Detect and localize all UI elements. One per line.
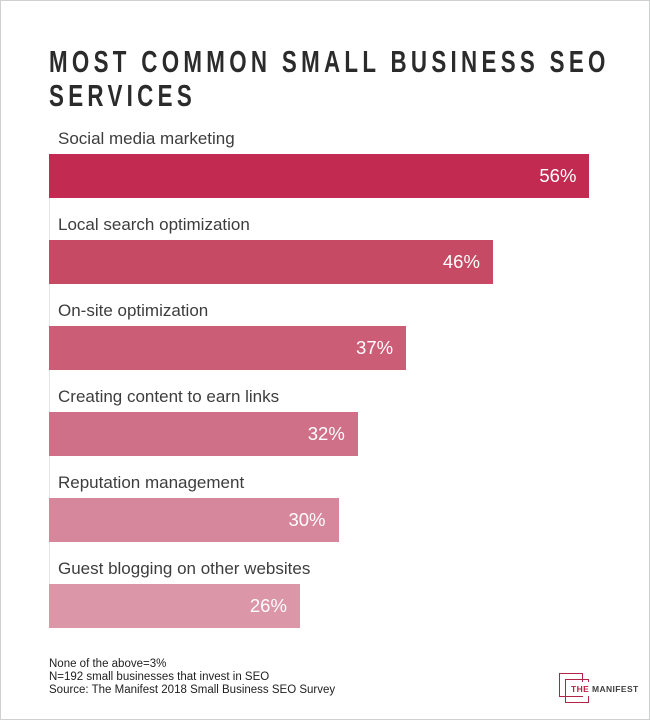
bar-row: Social media marketing 56% [49, 129, 601, 198]
logo-word-manifest: MANIFEST [591, 684, 639, 694]
bar-value-label: 37% [356, 337, 394, 358]
bar: 46% [49, 240, 493, 284]
bar-value-label: 26% [249, 595, 287, 616]
bar-row: Reputation management 30% [49, 473, 601, 542]
bar-label: Social media marketing [58, 129, 235, 148]
bar: 56% [49, 154, 590, 198]
bar-label: Reputation management [58, 473, 245, 492]
bar-value-label: 30% [288, 509, 326, 530]
header: MOST COMMON SMALL BUSINESS SEO SERVICES [49, 44, 610, 113]
bar-label: On-site optimization [58, 301, 209, 320]
logo-wordmark: THE MANIFEST [569, 682, 641, 696]
bar-row: Creating content to earn links 32% [49, 387, 601, 456]
bar: 32% [49, 412, 358, 456]
logo-word-the: THE [571, 684, 590, 694]
bar: 30% [49, 498, 339, 542]
footnote-source: Source: The Manifest 2018 Small Business… [49, 684, 336, 696]
bar-value-label: 46% [442, 251, 480, 272]
footnote-none-of-above: None of the above=3% [49, 658, 167, 670]
bar: 26% [49, 584, 300, 628]
bar-value-label: 56% [539, 165, 577, 186]
bar-chart: Social media marketing 56% Local search … [49, 129, 601, 628]
bar-value-label: 32% [307, 423, 345, 444]
y-axis-line [49, 154, 50, 628]
footer: None of the above=3% N=192 small busines… [1, 658, 649, 719]
bar-row: Local search optimization 46% [49, 215, 601, 284]
footnote-sample-size: N=192 small businesses that invest in SE… [49, 671, 270, 683]
chart-title-line-2: SERVICES [49, 78, 197, 113]
bar-label: Creating content to earn links [58, 387, 280, 406]
bar-row: Guest blogging on other websites 26% [49, 559, 601, 628]
bar-label: Local search optimization [58, 215, 250, 234]
chart-title-line-1: MOST COMMON SMALL BUSINESS SEO [49, 44, 610, 79]
bar-row: On-site optimization 37% [49, 301, 601, 370]
footnotes: None of the above=3% N=192 small busines… [49, 658, 335, 707]
bar: 37% [49, 326, 407, 370]
bar-label: Guest blogging on other websites [58, 559, 311, 578]
the-manifest-logo: THE MANIFEST [559, 671, 641, 707]
